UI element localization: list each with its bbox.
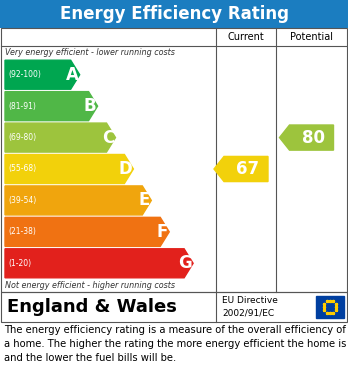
Text: (69-80): (69-80) [8,133,36,142]
Text: Current: Current [228,32,264,42]
Text: (21-38): (21-38) [8,227,36,236]
Text: E: E [139,192,150,210]
Polygon shape [5,154,133,183]
Text: (92-100): (92-100) [8,70,41,79]
Text: C: C [102,129,114,147]
Polygon shape [5,91,97,121]
Text: Very energy efficient - lower running costs: Very energy efficient - lower running co… [5,48,175,57]
Polygon shape [5,60,80,89]
Polygon shape [5,123,116,152]
Text: The energy efficiency rating is a measure of the overall efficiency of a home. T: The energy efficiency rating is a measur… [4,325,346,363]
Text: D: D [119,160,132,178]
Text: 80: 80 [302,129,325,147]
Text: (81-91): (81-91) [8,102,36,111]
Bar [0,0,348,28]
Text: (1-20): (1-20) [8,259,31,268]
Text: B: B [84,97,97,115]
Polygon shape [279,125,333,150]
Text: A: A [66,66,79,84]
Text: G: G [178,254,192,272]
Polygon shape [214,156,268,181]
Text: Energy Efficiency Rating: Energy Efficiency Rating [60,5,288,23]
Text: (55-68): (55-68) [8,165,36,174]
Text: Potential: Potential [290,32,333,42]
Text: 67: 67 [236,160,260,178]
Text: England & Wales: England & Wales [7,298,177,316]
Bar [1,292,347,322]
Polygon shape [5,217,169,246]
Text: Not energy efficient - higher running costs: Not energy efficient - higher running co… [5,281,175,290]
Text: EU Directive
2002/91/EC: EU Directive 2002/91/EC [222,296,278,318]
Text: F: F [157,223,168,241]
Bar [316,296,344,318]
Bar [1,28,347,292]
Polygon shape [5,186,151,215]
Text: (39-54): (39-54) [8,196,36,205]
Polygon shape [5,249,193,278]
